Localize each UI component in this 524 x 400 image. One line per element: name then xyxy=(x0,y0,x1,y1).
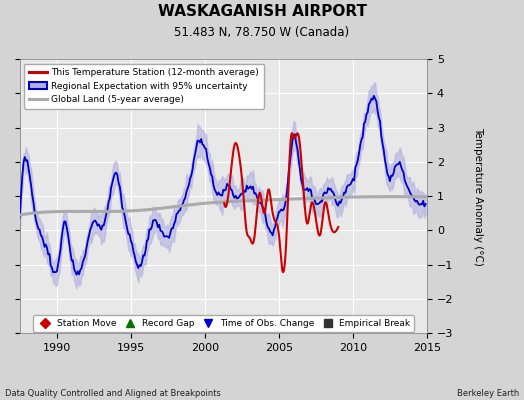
Text: Berkeley Earth: Berkeley Earth xyxy=(456,389,519,398)
Y-axis label: Temperature Anomaly (°C): Temperature Anomaly (°C) xyxy=(473,127,483,266)
Legend: Station Move, Record Gap, Time of Obs. Change, Empirical Break: Station Move, Record Gap, Time of Obs. C… xyxy=(33,315,414,332)
Text: 51.483 N, 78.750 W (Canada): 51.483 N, 78.750 W (Canada) xyxy=(174,26,350,39)
Text: Data Quality Controlled and Aligned at Breakpoints: Data Quality Controlled and Aligned at B… xyxy=(5,389,221,398)
Text: WASKAGANISH AIRPORT: WASKAGANISH AIRPORT xyxy=(158,4,366,19)
